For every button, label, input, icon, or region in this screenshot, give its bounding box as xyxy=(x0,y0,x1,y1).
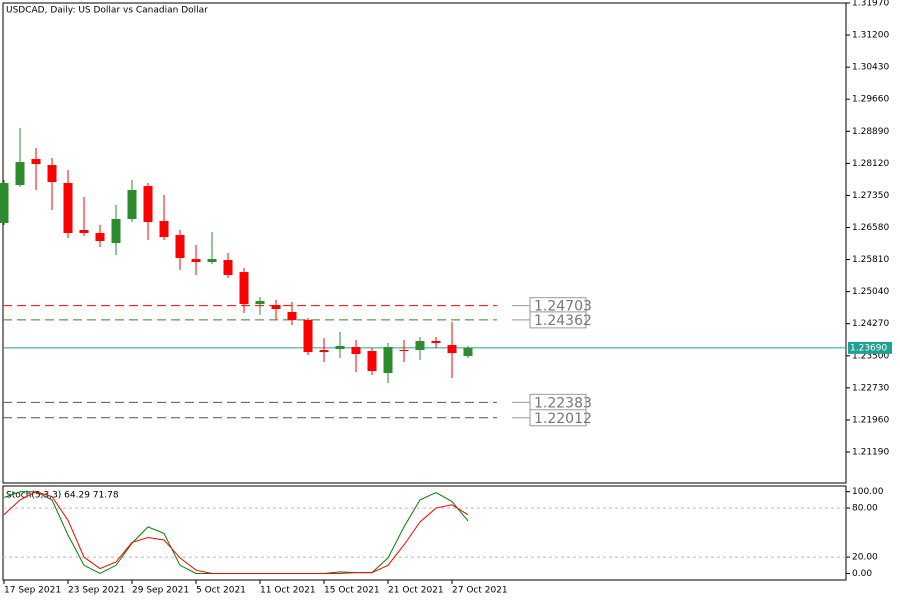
y-tick-label: 0.00 xyxy=(852,569,872,579)
y-tick-label: 1.30430 xyxy=(852,63,889,73)
candle-body xyxy=(79,230,89,234)
candle-body xyxy=(47,165,57,183)
current-price-label: 1.23690 xyxy=(850,343,887,353)
y-tick-label: 1.21960 xyxy=(852,415,889,425)
y-tick-label: 1.29660 xyxy=(852,95,889,105)
stoch-frame xyxy=(2,485,847,581)
candle-body xyxy=(303,320,313,353)
x-tick-label: 11 Oct 2021 xyxy=(260,586,316,596)
candle-body xyxy=(63,183,73,234)
x-tick-label: 21 Oct 2021 xyxy=(388,586,444,596)
candle-body xyxy=(239,272,249,305)
candle-body xyxy=(191,259,201,263)
candle-body xyxy=(95,233,105,242)
level-label: 1.24703 xyxy=(534,299,592,315)
x-tick-label: 27 Oct 2021 xyxy=(452,586,508,596)
stoch-line xyxy=(3,491,469,574)
candle-body xyxy=(463,347,473,357)
y-tick-label: 1.26580 xyxy=(852,223,889,233)
candle-body xyxy=(399,350,409,352)
x-tick-label: 15 Oct 2021 xyxy=(324,586,380,596)
x-tick-label: 5 Oct 2021 xyxy=(196,586,246,596)
y-tick-label: 1.31970 xyxy=(852,0,889,9)
candle-body xyxy=(223,260,233,276)
y-tick-label: 20.00 xyxy=(852,553,878,563)
level-label: 1.24362 xyxy=(534,313,592,329)
candle-body xyxy=(15,162,25,186)
current-price-box xyxy=(848,341,892,354)
x-tick-label: 23 Sep 2021 xyxy=(68,586,125,596)
x-tick-label: 29 Sep 2021 xyxy=(132,586,189,596)
y-tick-label: 1.24270 xyxy=(852,319,889,329)
indicator-title: Stoch(5,3,3) 64.29 71.78 xyxy=(6,491,119,501)
main-frame xyxy=(2,2,847,484)
candle-body xyxy=(127,190,137,220)
candle-body xyxy=(143,186,153,223)
y-tick-label: 1.23500 xyxy=(852,351,889,361)
candle-body xyxy=(175,235,185,258)
y-tick-label: 1.25810 xyxy=(852,255,889,265)
candle-body xyxy=(159,221,169,238)
candle-body xyxy=(287,312,297,321)
candle-body xyxy=(447,345,457,354)
candle-body xyxy=(335,346,345,350)
y-tick-label: 1.25040 xyxy=(852,287,889,297)
candle-body xyxy=(319,350,329,353)
candle-body xyxy=(431,341,441,344)
y-tick-label: 1.21190 xyxy=(852,448,889,458)
candle-body xyxy=(415,341,425,351)
candle-body xyxy=(111,219,121,243)
y-tick-label: 1.31200 xyxy=(852,31,889,41)
candle-body xyxy=(207,259,217,263)
candle-body xyxy=(367,351,377,372)
y-tick-label: 1.27350 xyxy=(852,191,889,201)
y-tick-label: 100.00 xyxy=(852,487,884,497)
candle-body xyxy=(31,159,41,165)
candle-body xyxy=(271,305,281,310)
y-tick-label: 1.28890 xyxy=(852,127,889,137)
candle-body xyxy=(255,301,265,305)
candle-body xyxy=(0,183,9,224)
level-label: 1.22383 xyxy=(534,395,592,411)
candle-body xyxy=(351,347,361,355)
candle-body xyxy=(383,347,393,374)
y-tick-label: 80.00 xyxy=(852,504,878,514)
y-tick-label: 1.28120 xyxy=(852,159,889,169)
chart-title: USDCAD, Daily: US Dollar vs Canadian Dol… xyxy=(6,6,208,16)
x-tick-label: 17 Sep 2021 xyxy=(4,586,61,596)
level-label: 1.22012 xyxy=(534,411,592,427)
level-box xyxy=(529,311,587,329)
y-tick-label: 1.22730 xyxy=(852,383,889,393)
level-box xyxy=(529,409,587,427)
